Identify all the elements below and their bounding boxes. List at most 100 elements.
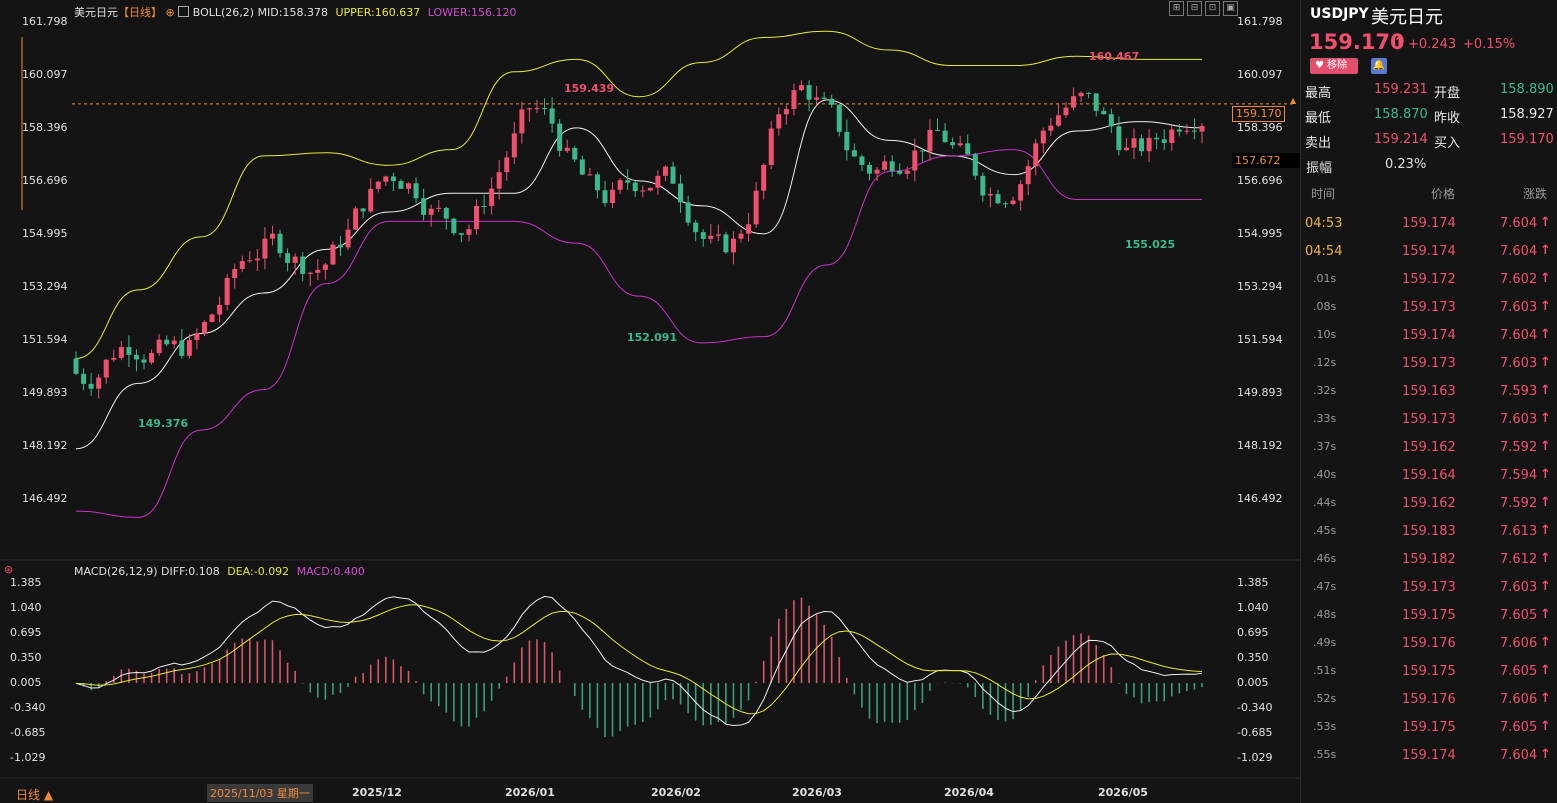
candle-up: [655, 175, 661, 188]
tick-row[interactable]: .49s 159.176 7.606 ↑: [1301, 630, 1557, 658]
candle-up: [353, 208, 359, 230]
tick-row[interactable]: .37s 159.162 7.592 ↑: [1301, 434, 1557, 462]
remove-watchlist-button[interactable]: ♥ 移除: [1310, 58, 1358, 74]
tick-time: .53s: [1313, 720, 1337, 733]
stat-value: 159.170: [1500, 132, 1554, 147]
tick-time: .45s: [1313, 524, 1337, 537]
axis-tick-label: 161.798: [22, 15, 68, 28]
candle-up: [194, 333, 200, 341]
high-annotation: 159.439: [564, 82, 615, 95]
candle-down: [360, 208, 366, 212]
candle-down: [919, 150, 925, 152]
axis-tick-label: 153.294: [22, 279, 68, 293]
candle-up: [662, 166, 668, 176]
chart-area[interactable]: 美元日元【日线】 ⊕ BOLL(26,2) MID:158.378 UPPER:…: [0, 0, 1303, 803]
tick-row[interactable]: .44s 159.162 7.592 ↑: [1301, 490, 1557, 518]
candle-up: [474, 205, 480, 230]
boll-lower: LOWER:156.120: [427, 6, 517, 19]
month-label: 2026/05: [1098, 786, 1148, 799]
tick-row[interactable]: .55s 159.174 7.604 ↑: [1301, 742, 1557, 770]
stat-value: 159.214: [1374, 132, 1428, 147]
stat-label: 开盘: [1434, 86, 1461, 101]
tick-row[interactable]: .10s 159.174 7.604 ↑: [1301, 322, 1557, 350]
axis-tick-label: 0.005: [10, 676, 42, 689]
tick-time: .32s: [1313, 384, 1337, 397]
axis-tick-label: -0.340: [1237, 701, 1273, 714]
bell-icon[interactable]: 🔔: [1371, 58, 1387, 74]
candle-down: [88, 383, 94, 389]
period-button[interactable]: 日线 ▲: [16, 788, 54, 802]
settings-icon[interactable]: ⊕: [165, 6, 175, 19]
candle-up: [217, 304, 223, 315]
candle-up: [209, 314, 215, 322]
tick-row[interactable]: .33s 159.173 7.603 ↑: [1301, 406, 1557, 434]
tick-time: .48s: [1313, 608, 1337, 621]
up-arrow-icon: ↑: [1540, 271, 1551, 286]
candle-down: [133, 354, 139, 360]
fit-icon[interactable]: ⊡: [1205, 1, 1220, 16]
period-tag[interactable]: 【日线】: [118, 6, 162, 19]
tick-price: 159.175: [1402, 664, 1456, 679]
tick-time: .01s: [1313, 272, 1337, 285]
axis-tick-label: 156.696: [1237, 173, 1283, 187]
axis-tick-label: 149.893: [1237, 385, 1283, 399]
candle-down: [549, 108, 555, 124]
candle-up: [428, 208, 434, 215]
candle-up: [1048, 125, 1054, 131]
tick-time: .52s: [1313, 692, 1337, 705]
candle-up: [322, 264, 328, 270]
up-arrow-icon: ↑: [1540, 719, 1551, 734]
candle-up: [761, 164, 767, 191]
alert-marker-icon[interactable]: ▲: [1290, 96, 1297, 105]
tick-row[interactable]: .46s 159.182 7.612 ↑: [1301, 546, 1557, 574]
candle-down: [670, 166, 676, 184]
tick-change: 7.604: [1500, 328, 1538, 343]
candle-up: [345, 229, 351, 248]
macd-settings-icon[interactable]: ⊛: [4, 563, 14, 576]
tick-row[interactable]: .51s 159.175 7.605 ↑: [1301, 658, 1557, 686]
candle-down: [542, 108, 548, 110]
tick-change: 7.604: [1500, 244, 1538, 259]
axis-tick-label: 146.492: [1237, 491, 1283, 505]
candle-down: [844, 131, 850, 151]
tick-row[interactable]: .52s 159.176 7.606 ↑: [1301, 686, 1557, 714]
tick-row[interactable]: 04:54 159.174 7.604 ↑: [1301, 238, 1557, 266]
up-arrow-icon: ↑: [1540, 551, 1551, 566]
tick-time: 04:53: [1305, 216, 1343, 231]
axis-tick-label: 158.396: [1237, 121, 1283, 134]
macd-dea: DEA:-0.092: [227, 565, 290, 578]
candle-up: [1010, 200, 1016, 205]
candle-up: [874, 169, 880, 174]
tick-row[interactable]: .45s 159.183 7.613 ↑: [1301, 518, 1557, 546]
tick-row[interactable]: .40s 159.164 7.594 ↑: [1301, 462, 1557, 490]
indicator-icon[interactable]: [178, 6, 190, 17]
tick-row[interactable]: .53s 159.175 7.605 ↑: [1301, 714, 1557, 742]
candle-down: [451, 218, 457, 234]
tick-time: 04:54: [1305, 244, 1343, 259]
quote-panel: USDJPY 美元日元 159.170 ↑ +0.243 +0.15% ♥ 移除…: [1300, 0, 1557, 803]
tick-row[interactable]: .47s 159.173 7.603 ↑: [1301, 574, 1557, 602]
candle-up: [1063, 107, 1069, 116]
axis-tick-label: 153.294: [1237, 279, 1283, 293]
tick-row[interactable]: .32s 159.163 7.593 ↑: [1301, 378, 1557, 406]
amplitude-label: 振幅: [1306, 161, 1333, 176]
candle-down: [572, 147, 578, 160]
candle-down: [1161, 139, 1167, 143]
tick-row[interactable]: .01s 159.172 7.602 ↑: [1301, 266, 1557, 294]
zoom-in-icon[interactable]: ⊞: [1169, 1, 1184, 16]
price-chart[interactable]: [0, 0, 1300, 803]
candle-up: [496, 172, 502, 189]
candle-down: [980, 175, 986, 196]
tick-row[interactable]: .12s 159.173 7.603 ↑: [1301, 350, 1557, 378]
tick-row[interactable]: 04:53 159.174 7.604 ↑: [1301, 210, 1557, 238]
tick-row[interactable]: .48s 159.175 7.605 ↑: [1301, 602, 1557, 630]
ticks-header-price: 价格: [1431, 187, 1456, 201]
zoom-out-icon[interactable]: ⊟: [1187, 1, 1202, 16]
maximize-icon[interactable]: ▣: [1223, 1, 1238, 16]
tick-row[interactable]: .08s 159.173 7.603 ↑: [1301, 294, 1557, 322]
candle-down: [1139, 138, 1145, 152]
tick-time: .55s: [1313, 748, 1337, 761]
tick-change: 7.604: [1500, 748, 1538, 763]
candle-up: [912, 150, 918, 171]
candle-up: [519, 109, 525, 134]
